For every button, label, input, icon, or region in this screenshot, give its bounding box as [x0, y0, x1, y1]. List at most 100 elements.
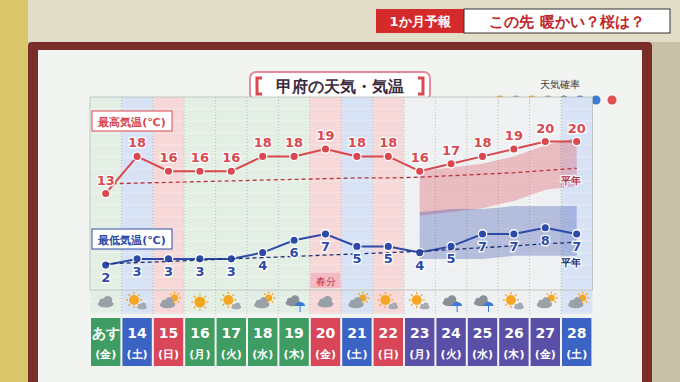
data-label: 18	[254, 135, 272, 150]
studio-right	[652, 42, 680, 382]
icon-ray	[503, 299, 505, 300]
data-label: 18	[285, 135, 303, 150]
category-label: 24	[441, 325, 461, 341]
weekday-label: (土)	[346, 348, 367, 361]
icon-ray	[409, 299, 411, 300]
icon-ray	[134, 306, 135, 308]
normal-label: 平年	[560, 175, 581, 186]
temp-point	[133, 152, 141, 160]
data-label: 4	[258, 258, 267, 273]
icon-sun	[223, 295, 233, 305]
icon-cloud	[259, 297, 268, 306]
annotation: 春分	[316, 276, 336, 287]
icon-ray	[385, 306, 386, 308]
temp-line	[106, 228, 577, 265]
weekday-label: (水)	[472, 348, 493, 361]
category-label: 20	[316, 325, 336, 341]
weekday-label: (火)	[221, 348, 242, 361]
temp-point	[321, 230, 329, 238]
icon-ray	[228, 306, 229, 308]
category-label: 23	[410, 325, 429, 341]
column-bg	[498, 97, 529, 314]
icon-ray	[390, 294, 391, 295]
icon-ray	[515, 294, 516, 295]
data-label: 18	[379, 135, 397, 150]
column-bg	[561, 97, 592, 314]
icon-ray	[199, 294, 200, 296]
temp-point	[447, 160, 455, 168]
icon-ray	[204, 307, 205, 308]
day-cell	[248, 318, 277, 366]
icon-ray	[411, 304, 412, 305]
plot-area	[102, 137, 581, 269]
icon-ray	[223, 294, 224, 295]
temp-point	[573, 137, 581, 145]
icon-cloud	[103, 296, 112, 305]
icon-ray	[194, 307, 195, 308]
chart-root: 1か月予報この先 暖かい？桜は？甲府の天気・気温天気確率131816161618…	[0, 0, 680, 382]
data-label: 18	[128, 135, 146, 150]
icon-cloud	[517, 302, 522, 307]
icon-ray	[140, 299, 142, 300]
data-label: 5	[352, 251, 361, 266]
icon-ray	[220, 299, 222, 300]
icon-cloud	[141, 302, 146, 307]
weekday-label: (木)	[284, 348, 305, 361]
day-cell	[499, 318, 528, 366]
legend-icon	[608, 96, 617, 105]
icon-ray	[264, 293, 265, 294]
category-label: 15	[159, 325, 178, 341]
range-band	[420, 138, 577, 216]
plot-frame	[90, 97, 592, 290]
day-cell	[154, 318, 183, 366]
icon-ray	[272, 301, 273, 302]
category-label: 18	[253, 325, 272, 341]
icon-ray	[194, 296, 195, 297]
icon-ray	[228, 292, 229, 294]
temp-point	[510, 230, 518, 238]
icon-ray	[423, 299, 425, 300]
icon-ray	[134, 292, 135, 294]
icon-cloud	[542, 297, 551, 306]
temp-point	[102, 261, 110, 269]
icon-sun	[194, 297, 205, 308]
icon-ray	[586, 293, 587, 294]
studio-top	[0, 0, 680, 42]
temp-point	[290, 152, 298, 160]
day-cell	[91, 318, 120, 366]
temp-point	[478, 230, 486, 238]
data-label: 18	[348, 135, 366, 150]
data-label: 16	[411, 150, 429, 165]
temp-point	[541, 224, 549, 232]
icon-ray	[206, 301, 208, 302]
banner-headline-bg	[464, 9, 670, 33]
day-cell	[342, 318, 371, 366]
icon-cloud	[165, 297, 174, 306]
category-label: あす	[92, 325, 120, 341]
data-label: 8	[541, 233, 550, 248]
icon-ray	[199, 309, 200, 311]
icon-umbrella	[488, 306, 489, 312]
icon-ray	[510, 292, 511, 294]
weekday-label: (日)	[378, 348, 399, 361]
series-label: 最高気温(℃)	[97, 116, 165, 129]
weekday-label: (木)	[503, 348, 524, 361]
temp-point	[573, 230, 581, 238]
day-cell	[185, 318, 214, 366]
column-bg	[216, 97, 247, 314]
temp-point	[384, 242, 392, 250]
icon-cloud	[392, 302, 397, 307]
icon-ray	[234, 299, 236, 300]
column-bg	[310, 97, 341, 314]
weekday-label: (火)	[441, 348, 462, 361]
temp-point	[102, 189, 110, 197]
icon-ray	[138, 294, 139, 295]
column-divider	[215, 97, 216, 314]
column-bg	[341, 97, 372, 314]
legend-title: 天気確率	[540, 79, 580, 90]
temp-point	[259, 248, 267, 256]
icon-cloud	[323, 296, 332, 305]
icon-ray	[366, 293, 367, 294]
chart-title: 甲府の天気・気温	[276, 77, 404, 96]
icon-ray	[505, 304, 506, 305]
